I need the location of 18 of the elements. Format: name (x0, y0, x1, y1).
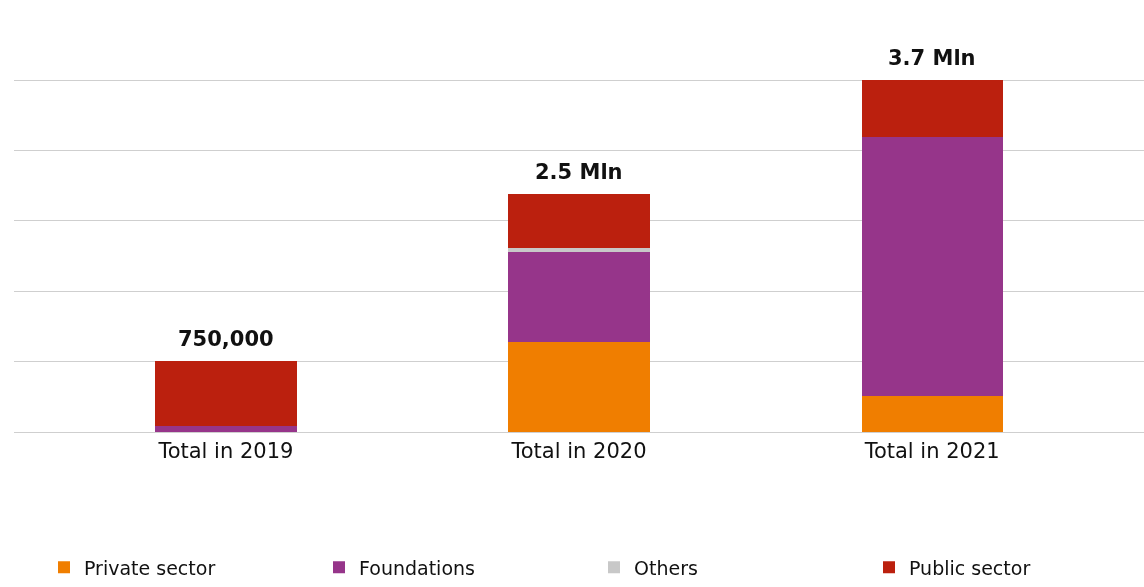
legend-label: Public sector (909, 556, 1031, 579)
legend-label: Others (634, 556, 698, 579)
bar (155, 360, 297, 426)
x-tick-label: Total in 2021 (863, 439, 1000, 464)
bar (508, 194, 650, 248)
bar (861, 137, 1003, 396)
x-tick-label: Total in 2019 (157, 439, 294, 464)
annotation: 750,000 (178, 327, 274, 351)
legend-label: Foundations (359, 556, 475, 579)
bar (508, 252, 650, 343)
bar (861, 395, 1003, 432)
bar (508, 342, 650, 432)
bar (861, 80, 1003, 138)
annotation: 2.5 Mln (535, 160, 623, 184)
legend-label: Private sector (84, 556, 216, 579)
bar (155, 425, 297, 432)
annotation: 3.7 Mln (888, 46, 976, 70)
x-tick-label: Total in 2020 (510, 439, 647, 464)
